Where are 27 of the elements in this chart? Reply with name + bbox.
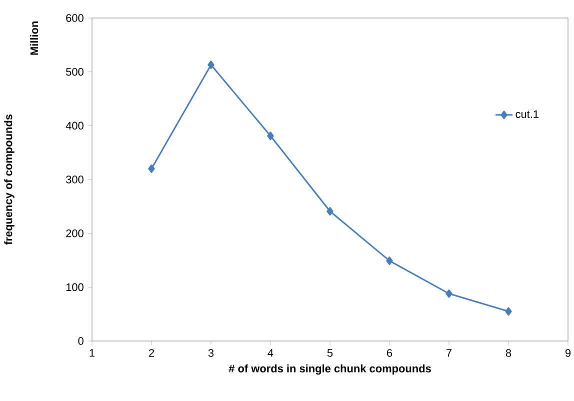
y-tick-label: 300 xyxy=(66,176,84,184)
x-tick-label: 4 xyxy=(268,349,274,357)
x-axis-title: # of words in single chunk compounds xyxy=(228,364,431,375)
text: Million xyxy=(30,22,38,55)
y-tick-label: 100 xyxy=(66,283,84,292)
y-axis-title: frequency of compounds xyxy=(4,114,14,245)
point xyxy=(326,207,334,216)
point xyxy=(148,164,155,173)
point xyxy=(386,256,393,266)
point xyxy=(208,60,214,70)
y-tick-label: 200 xyxy=(66,229,84,238)
x-tick-label: 1 xyxy=(90,349,95,357)
point xyxy=(267,132,274,140)
x-tick-label: 9 xyxy=(565,349,571,357)
legend-label: cut.1 xyxy=(516,110,538,118)
point xyxy=(446,289,452,298)
y-tick-label: 0 xyxy=(78,337,84,345)
y-tick-label: 400 xyxy=(66,122,84,130)
x-tick-label: 2 xyxy=(149,349,154,357)
x-tick-label: 5 xyxy=(327,349,333,357)
x-tick-label: 6 xyxy=(387,349,392,357)
point xyxy=(505,307,512,316)
y-tick-label: 500 xyxy=(66,68,84,76)
x-tick-label: 3 xyxy=(208,349,214,357)
x-tick-label: 7 xyxy=(446,349,452,357)
x-tick-label: 8 xyxy=(506,349,512,357)
y-tick-label: 600 xyxy=(66,14,84,22)
